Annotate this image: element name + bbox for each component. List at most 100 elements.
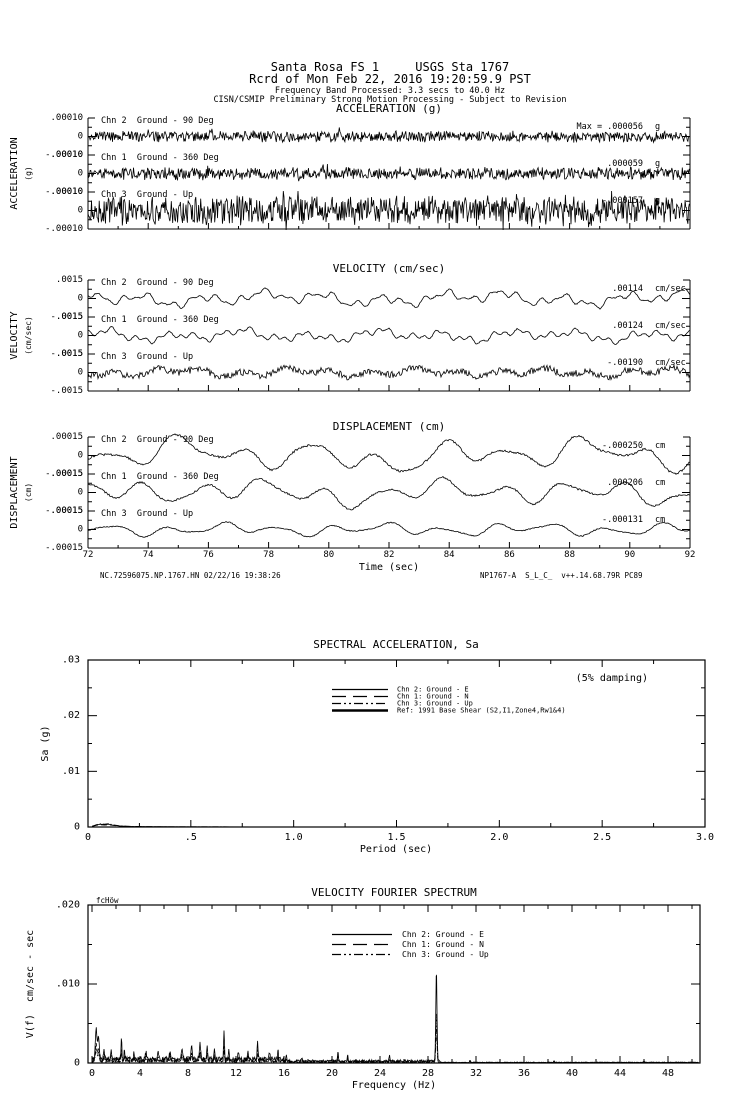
fourier-series-n bbox=[91, 1013, 699, 1064]
processing-note: CISN/CSMIP Preliminary Strong Motion Pro… bbox=[213, 95, 566, 105]
waveform-trace bbox=[87, 521, 691, 538]
acceleration-side-unit: (g) bbox=[24, 166, 33, 180]
y-tick-label: .00015 bbox=[50, 506, 83, 516]
sa-title: SPECTRAL ACCELERATION, Sa bbox=[313, 638, 479, 651]
timeseries-section: ACCELERATION (g) ACCELERATION (g) VELOCI… bbox=[9, 102, 695, 580]
record-id-footer: NC.72596075.NP.1767.HN 02/22/16 19:38:26 bbox=[100, 571, 281, 580]
y-tick-label: -.0015 bbox=[50, 349, 83, 359]
timeseries-group-2: .00015 0 -.00015 Chn 2 Ground - 90 Deg -.000… bbox=[45, 432, 695, 560]
waveform-trace bbox=[87, 163, 690, 182]
time-tick-label: 84 bbox=[444, 550, 455, 560]
y-tick-label: 0 bbox=[78, 488, 83, 498]
time-tick-label: 92 bbox=[685, 550, 696, 560]
processing-footer: NP1767-A S_L_C_ v++.14.68.79R PC89 bbox=[480, 571, 643, 580]
sa-plot: .03 .02 .01 00 .5 1.0 1.5 2.0 2.5 3.0 Chn 2: Groun… bbox=[62, 655, 714, 844]
sa-x-tick-label: .5 bbox=[185, 832, 197, 843]
fourier-x-tick-label: 8 bbox=[185, 1068, 191, 1079]
fourier-x-tick-label: 24 bbox=[374, 1068, 386, 1079]
fourier-series-up bbox=[91, 1028, 699, 1064]
spectral-acceleration-section: SPECTRAL ACCELERATION, Sa (5% damping) S… bbox=[40, 638, 714, 855]
sa-series-up bbox=[91, 823, 705, 828]
time-tick-label: 74 bbox=[143, 550, 154, 560]
y-tick-label: .0015 bbox=[56, 275, 83, 285]
fourier-x-tick-label: 48 bbox=[662, 1068, 674, 1079]
fourier-x-tick-label: 36 bbox=[518, 1068, 530, 1079]
peak-value: -.000131 bbox=[602, 515, 643, 525]
displacement-side-unit: (cm) bbox=[24, 483, 33, 502]
report-header: Santa Rosa FS 1 USGS Sta 1767 Rcrd of Mo… bbox=[213, 60, 566, 105]
time-tick-label: 88 bbox=[564, 550, 575, 560]
channel-label: Chn 3 Ground - Up bbox=[101, 352, 193, 362]
displacement-side-label: DISPLACEMENT bbox=[9, 456, 20, 528]
velocity-title: VELOCITY (cm/sec) bbox=[333, 262, 446, 275]
y-tick-label: .0015 bbox=[56, 349, 83, 359]
sa-y-tick-label: 0 bbox=[74, 822, 80, 833]
time-axis-label: Time (sec) bbox=[359, 562, 419, 573]
fourier-x-tick-label: 44 bbox=[614, 1068, 626, 1079]
time-tick-label: 80 bbox=[323, 550, 334, 560]
peak-value: .000206 bbox=[607, 478, 643, 488]
timeseries-group-1: .0015 0 -.0015 Chn 2 Ground - 90 Deg .00114 c… bbox=[50, 275, 691, 396]
panel-1: .00015 0 -.00015 Chn 1 Ground - 360 Deg .000… bbox=[45, 469, 691, 516]
y-tick-label: -.0015 bbox=[50, 312, 83, 322]
channel-label: Chn 1 Ground - 360 Deg bbox=[101, 472, 219, 482]
acceleration-title: ACCELERATION (g) bbox=[336, 102, 442, 115]
peak-value: .000059 bbox=[607, 159, 643, 169]
y-tick-label: .0015 bbox=[56, 312, 83, 322]
sa-y-axis-label: Sa (g) bbox=[40, 725, 51, 761]
y-tick-label: -.00010 bbox=[45, 150, 83, 160]
channel-label: Chn 1 Ground - 360 Deg bbox=[101, 315, 219, 325]
fourier-x-tick-label: 40 bbox=[566, 1068, 578, 1079]
fourier-title: VELOCITY FOURIER SPECTRUM bbox=[311, 886, 477, 899]
sa-y-tick-label: .01 bbox=[62, 766, 80, 777]
panel-1: .00010 0 -.00010 Chn 1 Ground - 360 Deg .000… bbox=[45, 150, 691, 197]
waveform-trace bbox=[87, 363, 691, 381]
fourier-x-tick-label: 0 bbox=[89, 1068, 95, 1079]
peak-value: -.000250 bbox=[602, 441, 643, 451]
time-tick-label: 90 bbox=[624, 550, 635, 560]
y-tick-label: -.00015 bbox=[45, 469, 83, 479]
time-tick-label: 76 bbox=[203, 550, 214, 560]
channel-label: Chn 2 Ground - 90 Deg bbox=[101, 116, 214, 126]
waveform-trace bbox=[87, 190, 690, 231]
y-tick-label: 0 bbox=[78, 525, 83, 535]
time-tick-label: 78 bbox=[263, 550, 274, 560]
sa-y-tick-label: .03 bbox=[62, 655, 80, 666]
corner-frequency-note: fcHöw bbox=[96, 896, 119, 905]
time-tick-label: 82 bbox=[384, 550, 395, 560]
y-tick-label: 0 bbox=[78, 294, 83, 304]
fourier-x-tick-label: 28 bbox=[422, 1068, 434, 1079]
sa-x-tick-label: 2.5 bbox=[593, 832, 611, 843]
sa-x-tick-label: 1.5 bbox=[387, 832, 405, 843]
plot-shape bbox=[87, 904, 701, 1064]
waveform-trace bbox=[87, 127, 690, 144]
fourier-x-tick-label: 20 bbox=[326, 1068, 338, 1079]
panel-2: .00015 0 -.00015 Chn 2 Ground - 90 Deg -.000… bbox=[45, 432, 691, 479]
peak-unit: cm bbox=[655, 478, 665, 488]
peak-value: -.000157 bbox=[602, 196, 643, 206]
frequency-band-note: Frequency Band Processed: 3.3 secs to 40… bbox=[275, 86, 505, 96]
fourier-y-tick-label: .020 bbox=[56, 900, 80, 911]
sa-x-axis-label: Period (sec) bbox=[360, 844, 432, 855]
channel-label: Chn 1 Ground - 360 Deg bbox=[101, 153, 219, 163]
y-tick-label: 0 bbox=[78, 331, 83, 341]
peak-unit: cm/sec bbox=[655, 284, 686, 294]
legend-label: Chn 1: Ground - N bbox=[402, 940, 484, 949]
time-tick-label: 86 bbox=[504, 550, 515, 560]
velocity-side-unit: (cm/sec) bbox=[24, 316, 33, 355]
y-tick-label: .00010 bbox=[50, 150, 83, 160]
peak-unit: cm/sec bbox=[655, 358, 686, 368]
panel-3: .0015 0 -.0015 Chn 3 Ground - Up -.00190 cm/s… bbox=[50, 349, 691, 396]
station-title: Santa Rosa FS 1 USGS Sta 1767 bbox=[271, 60, 509, 74]
peak-unit: cm bbox=[655, 441, 665, 451]
fourier-x-tick-label: 4 bbox=[137, 1068, 143, 1079]
timeseries-group-0: .00010 0 -.00010 Chn 2 Ground - 90 Deg Max =… bbox=[45, 113, 691, 234]
channel-label: Chn 3 Ground - Up bbox=[101, 190, 193, 200]
sa-x-tick-label: 2.0 bbox=[490, 832, 508, 843]
timeseries-panels: .00010 0 -.00010 Chn 2 Ground - 90 Deg Max =… bbox=[45, 113, 695, 560]
damping-note: (5% damping) bbox=[576, 673, 648, 684]
peak-unit: g bbox=[655, 159, 660, 169]
sa-x-tick-label: 0 bbox=[85, 832, 91, 843]
